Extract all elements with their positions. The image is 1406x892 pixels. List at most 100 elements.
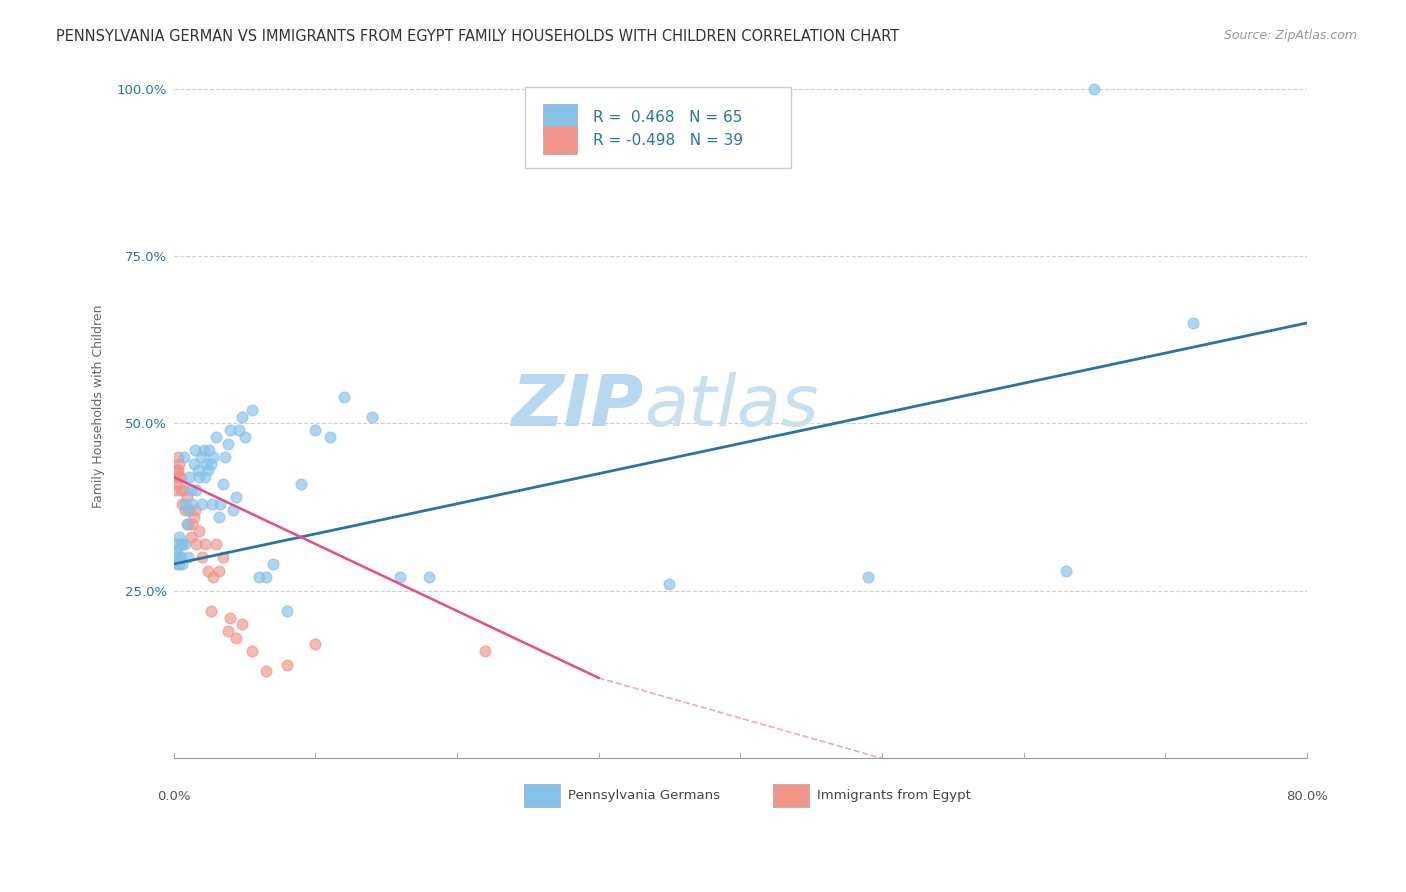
Point	[177, 503, 200, 517]
Point	[176, 490, 198, 504]
Text: PENNSYLVANIA GERMAN VS IMMIGRANTS FROM EGYPT FAMILY HOUSEHOLDS WITH CHILDREN COR: PENNSYLVANIA GERMAN VS IMMIGRANTS FROM E…	[56, 29, 900, 44]
FancyBboxPatch shape	[543, 126, 576, 154]
Point	[186, 537, 208, 551]
Point	[166, 543, 188, 558]
Point	[225, 631, 247, 645]
Point	[167, 537, 190, 551]
Point	[180, 483, 202, 498]
Point	[225, 490, 247, 504]
Point	[205, 430, 228, 444]
FancyBboxPatch shape	[524, 87, 792, 168]
Point	[247, 570, 270, 584]
Point	[165, 483, 187, 498]
Point	[290, 476, 312, 491]
Point	[276, 604, 298, 618]
Point	[169, 470, 191, 484]
Point	[194, 537, 217, 551]
Point	[166, 557, 188, 571]
Point	[233, 430, 256, 444]
Point	[173, 483, 195, 498]
Point	[179, 503, 201, 517]
Point	[184, 443, 207, 458]
Point	[200, 457, 222, 471]
Point	[187, 463, 209, 477]
FancyBboxPatch shape	[543, 103, 576, 132]
Point	[169, 457, 191, 471]
Point	[208, 510, 231, 524]
Point	[177, 516, 200, 531]
Point	[195, 457, 218, 471]
Point	[212, 550, 235, 565]
Point	[181, 497, 204, 511]
Point	[1054, 564, 1077, 578]
Point	[169, 530, 191, 544]
FancyBboxPatch shape	[524, 784, 560, 806]
Point	[474, 644, 496, 658]
Point	[318, 430, 340, 444]
Point	[170, 550, 193, 565]
Point	[209, 497, 232, 511]
Point	[200, 604, 222, 618]
Point	[361, 409, 384, 424]
Point	[222, 503, 245, 517]
Point	[188, 470, 211, 484]
Point	[176, 516, 198, 531]
Point	[202, 570, 225, 584]
Point	[1182, 316, 1205, 330]
Text: R = -0.498   N = 39: R = -0.498 N = 39	[593, 133, 744, 148]
Point	[174, 497, 197, 511]
Point	[262, 557, 284, 571]
Point	[170, 483, 193, 498]
Text: R =  0.468   N = 65: R = 0.468 N = 65	[593, 111, 742, 125]
Point	[212, 476, 235, 491]
Point	[191, 497, 214, 511]
Point	[177, 550, 200, 565]
Point	[181, 516, 204, 531]
Point	[228, 423, 250, 437]
Point	[418, 570, 440, 584]
Point	[254, 664, 277, 678]
Point	[254, 570, 277, 584]
Point	[202, 450, 225, 464]
Point	[166, 476, 188, 491]
Point	[219, 610, 242, 624]
Point	[170, 537, 193, 551]
Text: ZIP: ZIP	[512, 372, 644, 442]
Point	[180, 530, 202, 544]
Point	[172, 537, 194, 551]
Point	[170, 470, 193, 484]
Point	[208, 564, 231, 578]
Point	[165, 550, 187, 565]
Point	[190, 450, 212, 464]
Point	[179, 470, 201, 484]
Point	[188, 524, 211, 538]
Point	[219, 423, 242, 437]
Point	[194, 470, 217, 484]
Point	[172, 497, 194, 511]
Point	[231, 409, 253, 424]
Point	[174, 537, 197, 551]
Point	[184, 503, 207, 517]
Point	[276, 657, 298, 672]
Point	[191, 550, 214, 565]
Text: 0.0%: 0.0%	[157, 790, 190, 804]
Point	[186, 483, 208, 498]
Point	[167, 463, 190, 477]
Point	[193, 443, 215, 458]
Point	[198, 443, 221, 458]
Point	[173, 450, 195, 464]
Point	[174, 503, 197, 517]
Point	[167, 550, 190, 565]
Point	[304, 637, 326, 651]
Text: Immigrants from Egypt: Immigrants from Egypt	[817, 789, 972, 802]
Point	[183, 457, 205, 471]
Point	[217, 436, 239, 450]
Point	[183, 510, 205, 524]
Point	[658, 577, 681, 591]
Point	[240, 644, 263, 658]
Point	[304, 423, 326, 437]
Text: atlas: atlas	[644, 372, 818, 442]
FancyBboxPatch shape	[773, 784, 810, 806]
Y-axis label: Family Households with Children: Family Households with Children	[93, 305, 105, 508]
Point	[165, 470, 187, 484]
